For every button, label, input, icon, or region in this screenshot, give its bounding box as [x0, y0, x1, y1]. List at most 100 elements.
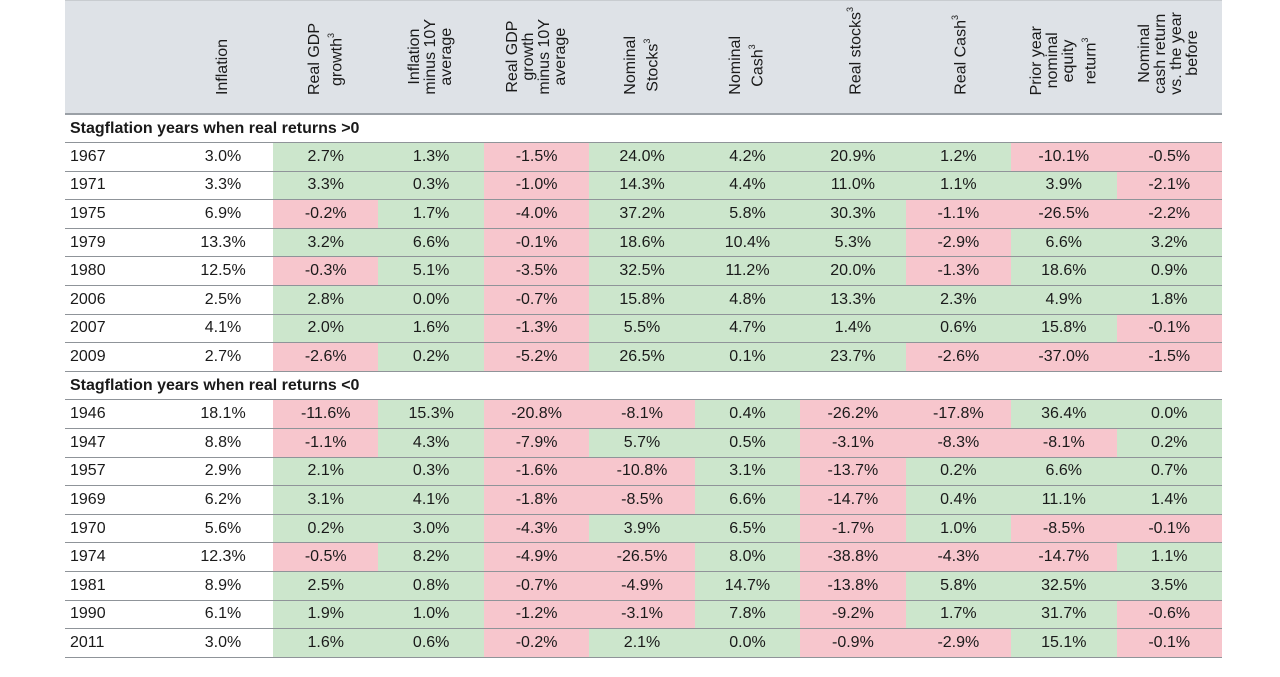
value-cell: 4.8% [694, 285, 801, 315]
value-cell: 8.9% [173, 571, 273, 601]
value-cell: -1.5% [1116, 342, 1222, 372]
table-row: 2009 2.7% -2.6% 0.2% -5.2% 26.5% 0.1% 23.7% -2.6… [65, 342, 1222, 372]
value-cell: -8.5% [1011, 514, 1117, 544]
value-cell: 15.3% [378, 399, 484, 430]
column-header: Real Cash3 [905, 0, 1012, 115]
value-cell: -0.7% [483, 571, 590, 601]
footnote-marker: 3 [1079, 36, 1090, 42]
value-cell: -1.3% [483, 314, 590, 344]
value-cell: 3.3% [273, 171, 379, 201]
value-cell: 0.8% [378, 571, 484, 601]
value-cell: -4.3% [483, 514, 590, 544]
section-header: Stagflation years when real returns <0 [65, 371, 1222, 401]
value-cell: -1.2% [483, 600, 590, 630]
value-cell: -0.2% [273, 199, 379, 229]
value-cell: 12.3% [173, 542, 273, 572]
table-row: 1981 8.9% 2.5% 0.8% -0.7% -4.9% 14.7% -13.8% 5.8… [65, 571, 1222, 601]
value-cell: 30.3% [800, 199, 906, 229]
column-header-label: Real stocks [847, 12, 865, 95]
value-cell: 4.1% [173, 314, 273, 344]
table-row: 1957 2.9% 2.1% 0.3% -1.6% -10.8% 3.1% -13.7% 0.2… [65, 457, 1222, 487]
value-cell: -5.2% [483, 342, 590, 372]
value-cell: 1.3% [378, 142, 484, 172]
value-cell: -3.1% [800, 428, 906, 458]
value-cell: 1.0% [378, 600, 484, 630]
value-cell: 15.1% [1011, 628, 1117, 658]
value-cell: 4.1% [378, 485, 484, 515]
value-cell: 1.7% [905, 600, 1012, 630]
value-cell: 1.2% [905, 142, 1012, 172]
value-cell: -20.8% [483, 399, 590, 430]
value-cell: 2.5% [273, 571, 379, 601]
value-cell: -1.3% [905, 256, 1012, 287]
value-cell: 3.1% [273, 485, 379, 515]
value-cell: 6.6% [378, 228, 484, 258]
value-cell: 4.3% [378, 428, 484, 458]
value-cell: 4.9% [1011, 285, 1117, 315]
value-cell: 6.2% [173, 485, 273, 515]
value-cell: 1.6% [378, 314, 484, 344]
value-cell: 3.9% [1011, 171, 1117, 201]
value-cell: 3.1% [694, 457, 801, 487]
column-header: Nominal Cash3 [694, 0, 801, 115]
year-header [65, 0, 173, 115]
year-cell: 1980 [65, 256, 173, 287]
value-cell: 15.8% [589, 285, 695, 315]
value-cell: 20.9% [800, 142, 906, 172]
value-cell: -2.9% [905, 628, 1012, 658]
value-cell: -17.8% [905, 399, 1012, 430]
value-cell: 3.2% [273, 228, 379, 258]
value-cell: -4.9% [483, 542, 590, 572]
value-cell: 4.2% [694, 142, 801, 172]
value-cell: -0.3% [273, 256, 379, 287]
column-header: Real GDP growth minus 10Y average [483, 0, 590, 115]
year-cell: 1970 [65, 514, 173, 544]
table-row: 1967 3.0% 2.7% 1.3% -1.5% 24.0% 4.2% 20.9% 1.2% -… [65, 142, 1222, 172]
table-row: 2007 4.1% 2.0% 1.6% -1.3% 5.5% 4.7% 1.4% 0.6% 15.… [65, 314, 1222, 344]
value-cell: 20.0% [800, 256, 906, 287]
value-cell: -13.8% [800, 571, 906, 601]
section-title: Stagflation years when real returns <0 [65, 371, 1222, 401]
year-cell: 1981 [65, 571, 173, 601]
year-cell: 1969 [65, 485, 173, 515]
value-cell: 0.5% [694, 428, 801, 458]
value-cell: 2.5% [173, 285, 273, 315]
value-cell: -1.5% [483, 142, 590, 172]
value-cell: -1.6% [483, 457, 590, 487]
value-cell: 0.2% [905, 457, 1012, 487]
value-cell: 2.1% [273, 457, 379, 487]
value-cell: -14.7% [800, 485, 906, 515]
value-cell: 0.0% [1116, 399, 1222, 430]
value-cell: -0.6% [1116, 600, 1222, 630]
footnote-marker: 3 [747, 44, 758, 50]
value-cell: 6.1% [173, 600, 273, 630]
table-row: 1971 3.3% 3.3% 0.3% -1.0% 14.3% 4.4% 11.0% 1.1% 3… [65, 171, 1222, 201]
value-cell: 8.2% [378, 542, 484, 572]
column-header: Inflation [173, 0, 273, 115]
table-row: 1979 13.3% 3.2% 6.6% -0.1% 18.6% 10.4% 5.3% -2.9… [65, 228, 1222, 258]
value-cell: -0.2% [483, 628, 590, 658]
value-cell: -2.2% [1116, 199, 1222, 229]
value-cell: -0.1% [1116, 314, 1222, 344]
value-cell: 2.7% [173, 342, 273, 372]
table-row: 1975 6.9% -0.2% 1.7% -4.0% 37.2% 5.8% 30.3% -1.1… [65, 199, 1222, 229]
value-cell: -8.1% [589, 399, 695, 430]
value-cell: 0.0% [694, 628, 801, 658]
value-cell: 0.4% [905, 485, 1012, 515]
value-cell: 11.1% [1011, 485, 1117, 515]
table-row: 1947 8.8% -1.1% 4.3% -7.9% 5.7% 0.5% -3.1% -8.3%… [65, 428, 1222, 458]
value-cell: 10.4% [694, 228, 801, 258]
header-row: Inflation Real GDP growth3 Inflation minus… [65, 0, 1222, 115]
year-cell: 1946 [65, 399, 173, 430]
value-cell: -11.6% [273, 399, 379, 430]
column-header-label: Nominal cash return vs. the year before [1136, 12, 1202, 95]
value-cell: -1.0% [483, 171, 590, 201]
value-cell: 2.1% [589, 628, 695, 658]
value-cell: -2.9% [905, 228, 1012, 258]
footnote-marker: 3 [325, 32, 336, 38]
value-cell: 1.0% [905, 514, 1012, 544]
value-cell: -26.5% [589, 542, 695, 572]
footnote-marker: 3 [950, 15, 961, 21]
table-row: 2006 2.5% 2.8% 0.0% -0.7% 15.8% 4.8% 13.3% 2.3% 4… [65, 285, 1222, 315]
value-cell: 13.3% [173, 228, 273, 258]
